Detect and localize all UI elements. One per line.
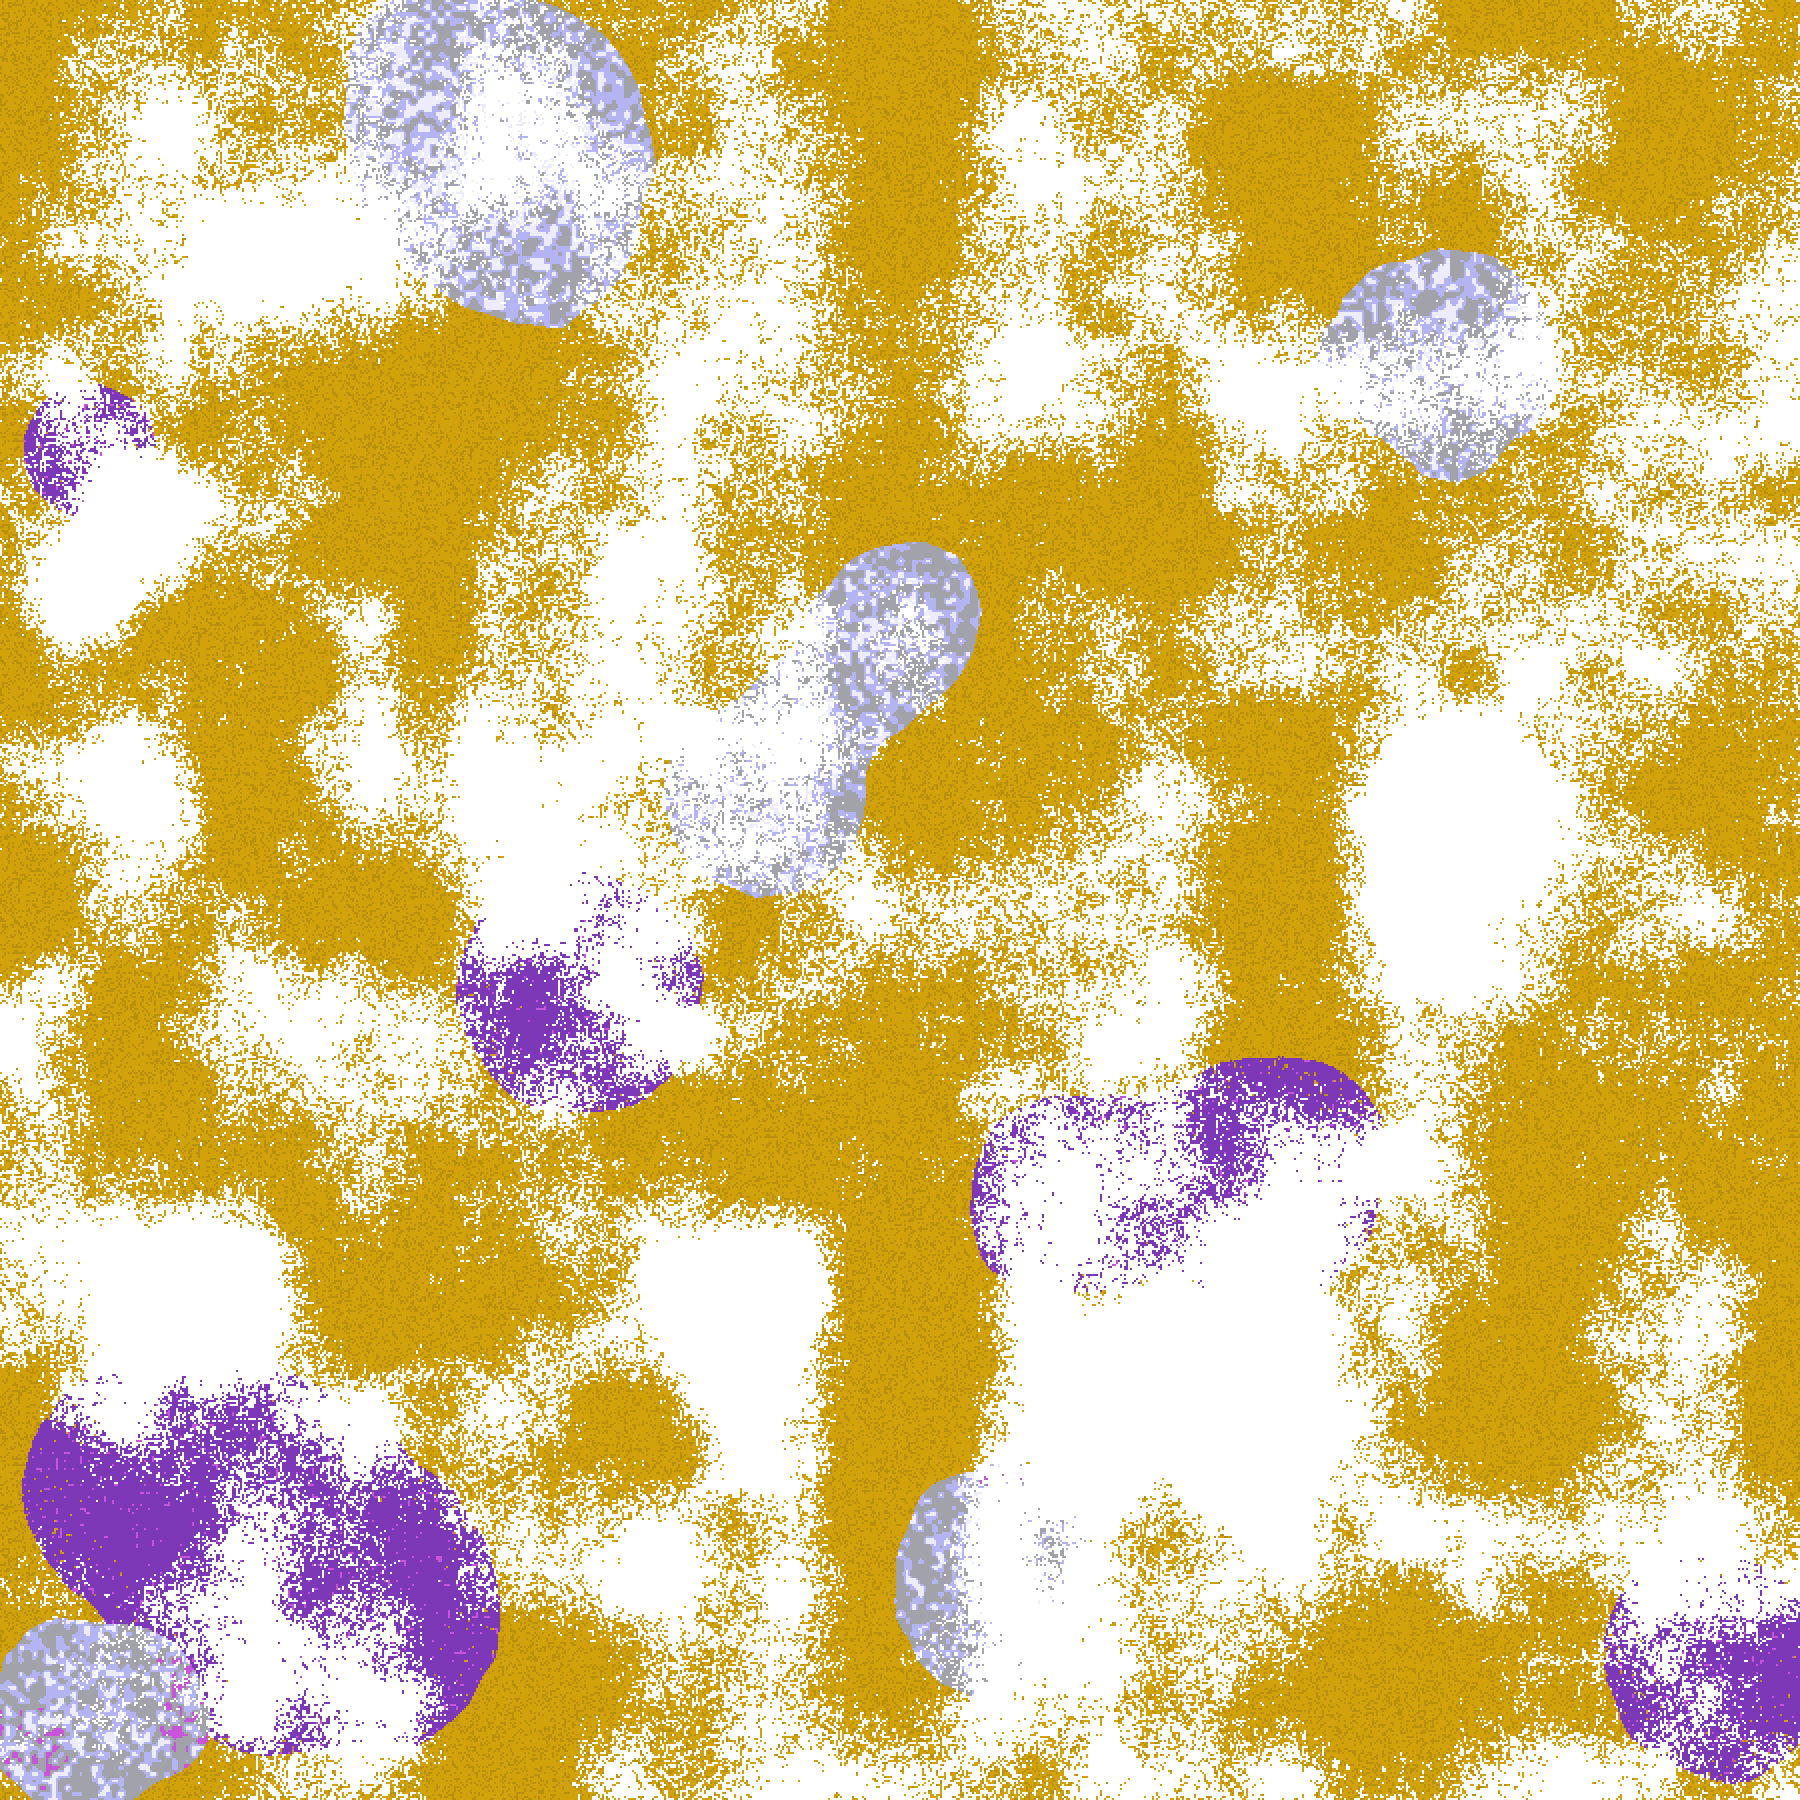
cloud-classification-raster <box>0 0 1800 1800</box>
satellite-map <box>0 0 1800 1800</box>
